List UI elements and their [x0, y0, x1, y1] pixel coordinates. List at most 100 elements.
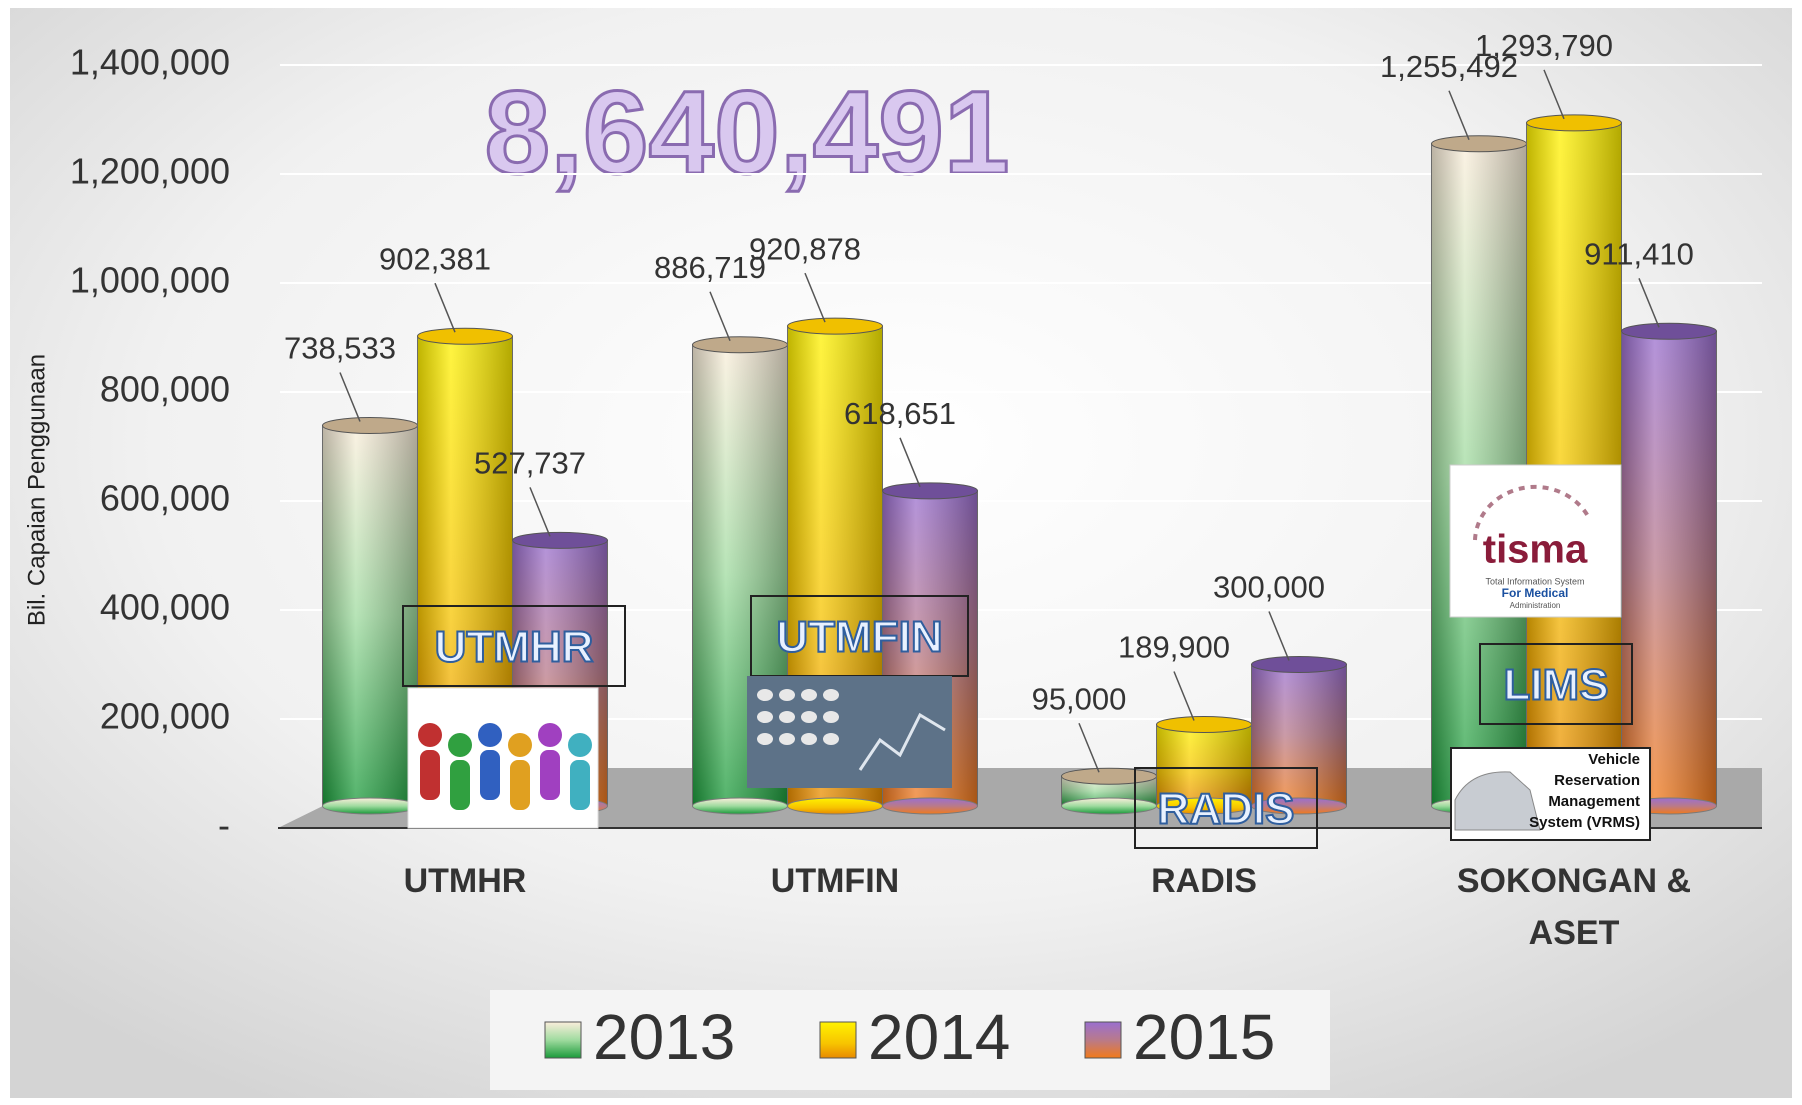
- people-figure: [450, 760, 470, 810]
- bar-top: [882, 482, 978, 500]
- value-label: 911,410: [1584, 236, 1694, 271]
- finance-chart: [858, 712, 946, 771]
- tisma-text: For Medical: [1502, 586, 1569, 600]
- leader-line: [339, 372, 361, 422]
- legend-background: [490, 990, 1330, 1090]
- value-label: 902,381: [379, 241, 491, 276]
- calculator-key: [757, 711, 773, 723]
- leader-line: [804, 272, 826, 323]
- legend-label: 2014: [868, 1001, 1010, 1073]
- value-label: 300,000: [1213, 570, 1325, 605]
- overlay-label: RADIS: [1158, 785, 1295, 834]
- tisma-text: Total Information System: [1485, 576, 1584, 586]
- people-figure: [418, 723, 442, 747]
- vrms-text: System (VRMS): [1529, 814, 1640, 831]
- tisma-text: Administration: [1510, 601, 1561, 610]
- bar-top: [1061, 767, 1157, 785]
- calculator-key: [757, 689, 773, 701]
- calculator-key: [779, 711, 795, 723]
- legend-label: 2015: [1133, 1001, 1275, 1073]
- legend-swatch: [819, 1021, 857, 1059]
- x-tick-label: UTMHR: [404, 862, 527, 900]
- leader-line: [529, 487, 551, 537]
- calculator-key: [823, 711, 839, 723]
- calculator-key: [779, 689, 795, 701]
- leader-line: [1448, 90, 1470, 141]
- overlay-label: LIMS: [1503, 661, 1608, 710]
- tisma-logo: [1449, 464, 1622, 618]
- bar-top: [417, 327, 513, 345]
- x-tick-label: SOKONGAN & ASET: [1457, 862, 1691, 952]
- bar-top: [1156, 716, 1252, 734]
- bar-bottom: [1061, 797, 1157, 815]
- bar-bottom: [692, 797, 788, 815]
- overlay-label: UTMHR: [435, 623, 594, 672]
- calculator-key: [823, 733, 839, 745]
- value-label: 920,878: [749, 231, 861, 266]
- bar-top: [692, 336, 788, 354]
- people-figure: [510, 760, 530, 810]
- people-figure: [538, 723, 562, 747]
- bar-top: [512, 531, 608, 549]
- overlay-box: [1134, 767, 1318, 849]
- legend-label: 2013: [593, 1001, 735, 1073]
- legend-swatch: [544, 1021, 582, 1059]
- car-shape: [1454, 771, 1541, 831]
- people-figure: [478, 723, 502, 747]
- total-annotation: 8,640,491: [485, 67, 1010, 199]
- bar-bottom: [1251, 797, 1347, 815]
- value-label: 886,719: [654, 250, 766, 285]
- finance-picture: [747, 676, 952, 788]
- leader-line: [1268, 611, 1290, 661]
- bar-top: [1621, 322, 1717, 340]
- y-tick-label: 800,000: [100, 369, 230, 410]
- value-label: 95,000: [1032, 681, 1127, 716]
- people-figure: [508, 733, 532, 757]
- tisma-arc: [1473, 484, 1592, 541]
- value-label: 618,651: [844, 396, 956, 431]
- calculator-key: [779, 733, 795, 745]
- leader-line: [709, 291, 731, 342]
- bar-shade: [1156, 724, 1252, 806]
- calculator-key: [757, 733, 773, 745]
- vrms-text: Reservation: [1554, 772, 1640, 789]
- x-tick-label: RADIS: [1151, 862, 1257, 900]
- bar-bottom: [787, 797, 883, 815]
- overlay-box: [1479, 643, 1633, 725]
- value-label: 1,255,492: [1380, 49, 1518, 84]
- value-label: 1,293,790: [1475, 28, 1613, 63]
- vrms-text: Management: [1548, 793, 1640, 810]
- leader-line: [899, 437, 921, 488]
- leader-line: [1543, 69, 1565, 120]
- y-tick-label: 400,000: [100, 587, 230, 628]
- bar-top: [1526, 114, 1622, 132]
- bar-bottom: [322, 797, 418, 815]
- leader-line: [1173, 671, 1195, 721]
- y-tick-label: 200,000: [100, 696, 230, 737]
- bar-shade: [1251, 664, 1347, 806]
- tisma-text: tisma: [1483, 528, 1588, 572]
- calculator-key: [801, 711, 817, 723]
- y-tick-label: 1,200,000: [70, 151, 230, 192]
- people-figure: [480, 750, 500, 800]
- leader-line: [1078, 722, 1100, 773]
- bar-top: [322, 416, 418, 434]
- y-tick-label: 600,000: [100, 478, 230, 519]
- y-tick-label: 1,400,000: [70, 42, 230, 83]
- overlay-label: UTMFIN: [776, 613, 942, 662]
- bar-bottom: [882, 797, 978, 815]
- bar-shade: [322, 425, 418, 806]
- calculator-key: [823, 689, 839, 701]
- bar-top: [1431, 135, 1527, 153]
- bar-shade: [1526, 122, 1622, 806]
- overlay-box: [402, 605, 626, 687]
- bar-top: [1251, 656, 1347, 673]
- people-figure: [570, 760, 590, 810]
- y-axis-label: Bil. Capaian Penggunaan: [23, 354, 50, 626]
- value-label: 738,533: [284, 331, 396, 366]
- people-figure: [540, 750, 560, 800]
- people-figure: [448, 733, 472, 757]
- bar-shade: [1621, 331, 1717, 806]
- leader-line: [434, 282, 456, 333]
